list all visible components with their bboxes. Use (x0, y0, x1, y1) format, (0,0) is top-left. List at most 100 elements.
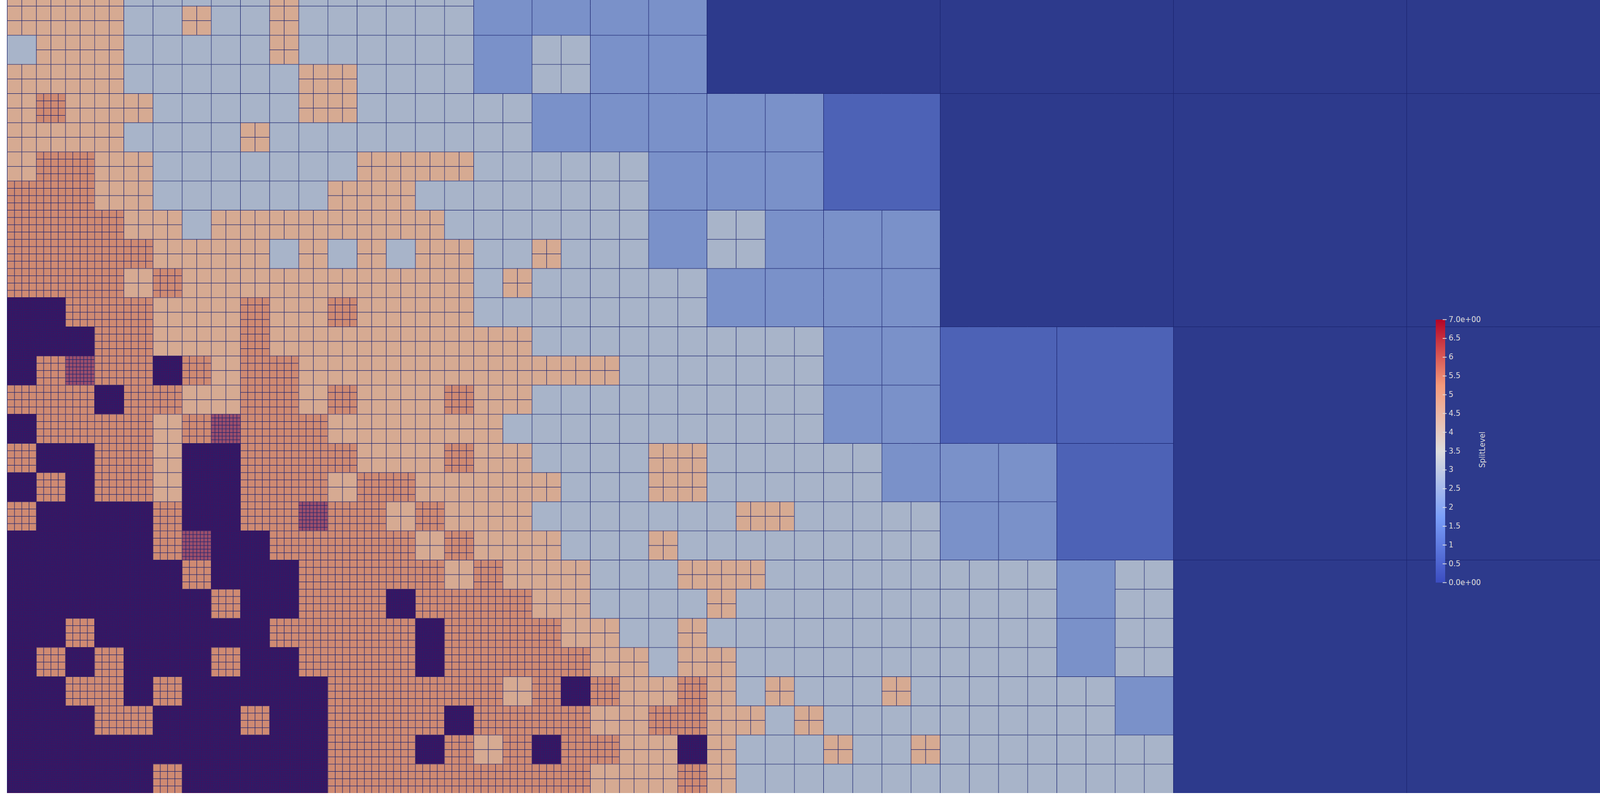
cell (1319, 151, 1349, 182)
cell (269, 5, 299, 36)
cell-edges (677, 93, 707, 123)
cell (939, 268, 970, 298)
cell (386, 35, 416, 65)
cell (152, 472, 183, 502)
cell (210, 472, 241, 502)
cell (706, 93, 736, 123)
cell-edges (269, 151, 299, 182)
cell-edges (386, 93, 416, 123)
cell (152, 618, 183, 648)
cell (619, 151, 649, 182)
cell (532, 0, 562, 6)
cell (852, 443, 882, 473)
cell-edges (1377, 35, 1407, 65)
cell (386, 676, 416, 706)
cell (1231, 64, 1262, 94)
cell-edges (852, 151, 882, 182)
cell (939, 239, 970, 269)
cell-edges (881, 64, 912, 94)
cell (560, 589, 591, 619)
cell (1319, 355, 1349, 386)
cell (1493, 5, 1524, 36)
cell (532, 734, 562, 765)
cell (182, 5, 212, 36)
cell-edges (1260, 35, 1290, 65)
cell-edges (1465, 35, 1495, 65)
cell-edges (1260, 151, 1290, 182)
cell (94, 297, 124, 327)
cell-edges (1319, 35, 1349, 65)
cell (1377, 151, 1407, 182)
cell-edges (1143, 151, 1174, 182)
cell (327, 180, 357, 210)
cell (765, 0, 795, 6)
cell-edges (560, 93, 591, 123)
cell (36, 618, 66, 648)
cell-edges (1552, 122, 1582, 152)
cell (619, 530, 649, 560)
cell (794, 676, 824, 706)
cell (939, 385, 970, 415)
cell (648, 297, 678, 327)
cell (1493, 268, 1524, 298)
cell (1289, 326, 1320, 356)
cell (182, 705, 212, 735)
cell (386, 180, 416, 210)
cell (1202, 443, 1232, 473)
cell (1260, 64, 1290, 94)
cell (1115, 676, 1145, 706)
cell (998, 239, 1028, 269)
cell-edges (386, 64, 416, 94)
cell (1348, 589, 1378, 619)
cell (473, 413, 503, 444)
cell (706, 209, 736, 240)
cell (1289, 618, 1320, 648)
cell (415, 559, 445, 590)
cell (182, 501, 212, 532)
cell (1377, 443, 1407, 473)
cell (560, 93, 591, 123)
cell-edges (765, 122, 795, 152)
cell (998, 326, 1028, 356)
cell-edges (881, 0, 912, 6)
cell (65, 355, 95, 386)
cell (1085, 355, 1116, 386)
cell (1523, 268, 1553, 298)
cell (152, 559, 183, 590)
cell (648, 209, 678, 240)
cell (123, 64, 153, 94)
cell-edges (298, 151, 329, 182)
cell (473, 676, 503, 706)
cell (327, 5, 357, 36)
cell-edges (823, 0, 853, 6)
cell (327, 676, 357, 706)
cell (939, 501, 970, 532)
cell (823, 355, 853, 386)
cell (182, 64, 212, 94)
cell (1348, 355, 1378, 386)
cell (1406, 530, 1436, 560)
cell (1552, 763, 1582, 794)
cell-edges (998, 0, 1028, 6)
cell (356, 413, 387, 444)
cell-edges (532, 64, 562, 94)
cell (1231, 326, 1262, 356)
cell (1260, 209, 1290, 240)
cell (1115, 93, 1145, 123)
cell (1027, 326, 1057, 356)
cell (765, 589, 795, 619)
cell-edges (1115, 0, 1145, 6)
cell (123, 501, 153, 532)
cell (560, 647, 591, 677)
cell (94, 239, 124, 269)
cell (1202, 180, 1232, 210)
cell-edges (444, 180, 474, 210)
cell-edges (444, 93, 474, 123)
cell (939, 209, 970, 240)
cell (473, 151, 503, 182)
cell (794, 618, 824, 648)
cell (648, 268, 678, 298)
cell (269, 705, 299, 735)
cell (1202, 268, 1232, 298)
cell (240, 239, 270, 269)
